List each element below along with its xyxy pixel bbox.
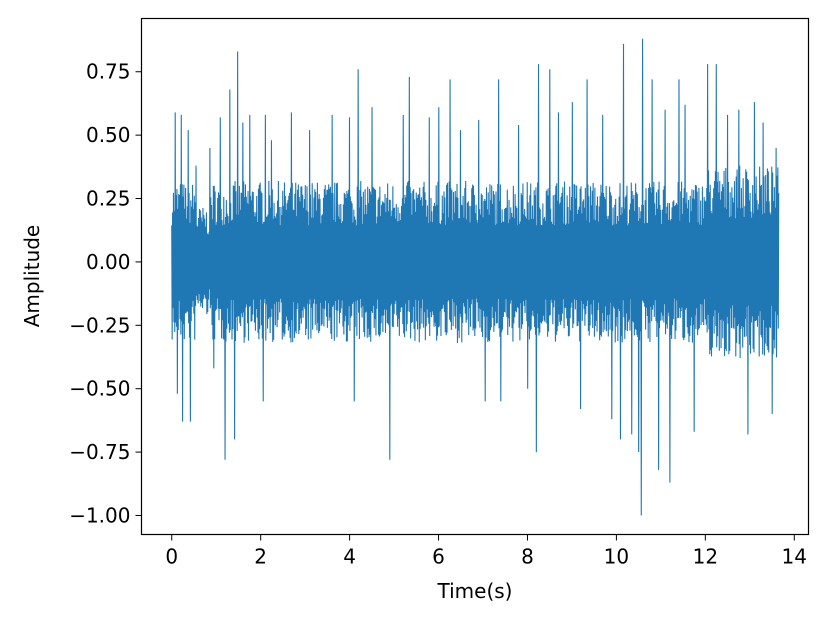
x-tick-label: 6 [432, 545, 445, 569]
x-axis: 0 2 4 6 8 10 12 14 [165, 534, 807, 569]
series-layer [171, 38, 780, 516]
y-tick-label: 0.75 [86, 60, 131, 84]
waveform-line [171, 38, 780, 516]
y-tick-label: 0.00 [86, 250, 131, 274]
y-tick-label: 0.50 [86, 123, 131, 147]
y-axis-label: Amplitude [20, 225, 44, 328]
y-tick-label: −0.25 [69, 313, 130, 337]
x-tick-label: 10 [604, 545, 629, 569]
x-tick-label: 0 [165, 545, 178, 569]
x-axis-label: Time(s) [437, 579, 513, 603]
y-axis: −1.00 −0.75 −0.50 −0.25 0.00 0.25 0.50 0.75 [69, 60, 142, 527]
x-tick-label: 14 [782, 545, 807, 569]
x-tick-label: 8 [521, 545, 534, 569]
x-tick-label: 4 [343, 545, 356, 569]
plot-frame [140, 17, 810, 536]
y-tick-label: −0.75 [69, 440, 130, 464]
x-tick-label: 2 [254, 545, 267, 569]
y-tick-label: −0.50 [69, 377, 130, 401]
x-tick-label: 12 [693, 545, 718, 569]
y-tick-label: 0.25 [86, 187, 131, 211]
y-tick-label: −1.00 [69, 503, 130, 527]
